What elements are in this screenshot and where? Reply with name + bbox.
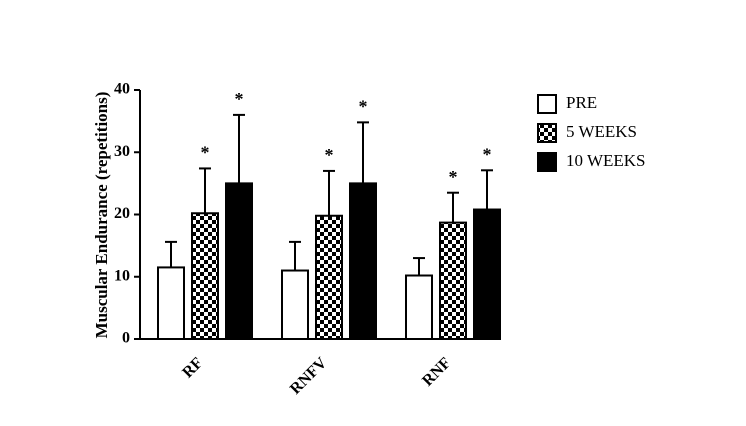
y-axis-label: Muscular Endurance (repetitions) [92,92,111,339]
bar [281,269,309,340]
x-tick-label: RNFV [287,354,331,398]
bar [191,212,219,341]
significance-marker: * [325,145,334,165]
x-tick-label: RNF [419,354,454,389]
bar [439,221,467,340]
legend-label: 10 WEEKS [566,151,646,170]
legend-swatch [537,123,557,143]
legend-label: PRE [566,93,597,112]
bar [349,182,377,340]
bar [315,214,343,340]
y-tick-label: 10 [114,267,130,284]
bar [473,208,501,340]
significance-marker: * [483,144,492,164]
significance-marker: * [235,89,244,109]
y-tick-label: 0 [122,330,130,347]
significance-marker: * [449,167,458,187]
bar [405,274,433,341]
significance-marker: * [201,143,210,163]
legend-label: 5 WEEKS [566,122,637,141]
bar [157,266,185,341]
y-tick-label: 30 [114,143,130,160]
y-tick-label: 40 [114,81,130,98]
x-tick-label: RF [179,354,206,381]
legend-swatch [537,94,557,114]
bar [225,182,253,340]
legend-swatch [537,152,557,172]
y-tick-label: 20 [114,205,130,222]
significance-marker: * [359,96,368,116]
